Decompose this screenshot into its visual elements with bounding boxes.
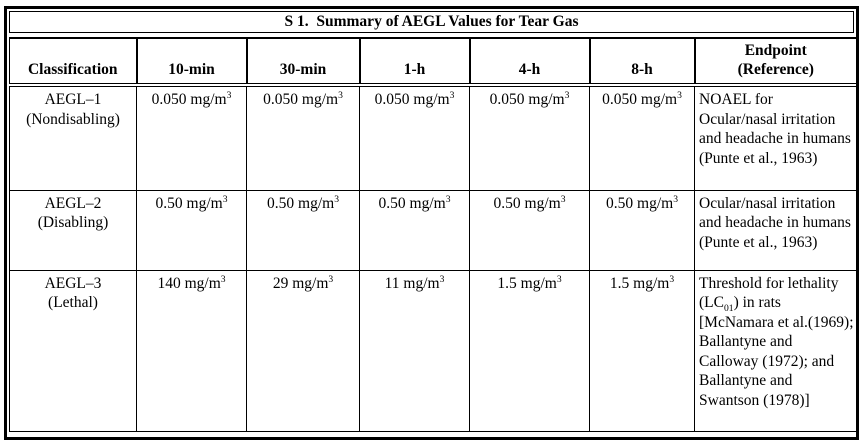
table-row-aegl2: AEGL–2 (Disabling) 0.50 mg/m3 0.50 mg/m3… [9,189,857,270]
classification-cell: AEGL–3 (Lethal) [9,269,137,431]
endpoint-cell: Threshold for lethality (LC01) in rats [… [694,269,857,431]
value-cell-1h: 0.50 mg/m3 [359,189,470,270]
column-header-8h: 8-h [588,38,695,87]
classification-name: AEGL–2 [44,194,102,212]
value-cell-8h: 0.050 mg/m3 [589,84,695,190]
classification-qualifier: (Disabling) [37,214,109,231]
header-row: Classification 10-min 30-min 1-h 4-h 8-h… [9,38,857,87]
column-header-10min: 10-min [135,38,247,87]
column-header-endpoint: Endpoint (Reference) [693,38,857,87]
table-title-text: S 1. Summary of AEGL Values for Tear Gas [284,13,579,30]
value-cell-8h: 0.50 mg/m3 [589,189,695,270]
column-header-classification: Classification [9,38,137,87]
endpoint-cell: Ocular/nasal irritation and headache in … [694,189,857,270]
value-cell-4h: 0.50 mg/m3 [469,189,590,270]
classification-qualifier: (Lethal) [48,294,98,311]
classification-cell: AEGL–2 (Disabling) [9,189,137,270]
table-row-aegl1: AEGL–1 (Nondisabling) 0.050 mg/m3 0.050 … [9,84,857,190]
table-row-aegl3: AEGL–3 (Lethal) 140 mg/m3 29 mg/m3 11 mg… [9,269,857,431]
column-header-1h: 1-h [358,38,470,87]
classification-name: AEGL–3 [44,274,102,292]
value-cell-30min: 29 mg/m3 [246,269,360,431]
table-frame: S 1. Summary of AEGL Values for Tear Gas… [4,6,859,440]
endpoint-header-line1: Endpoint [744,42,807,59]
value-cell-4h: 0.050 mg/m3 [469,84,590,190]
value-cell-1h: 0.050 mg/m3 [359,84,470,190]
classification-qualifier: (Nondisabling) [26,110,120,128]
value-cell-8h: 1.5 mg/m3 [589,269,695,431]
endpoint-header-line2: (Reference) [737,61,814,78]
classification-name: AEGL–1 [44,91,102,108]
column-header-30min: 30-min [245,38,360,87]
endpoint-cell: NOAEL for Ocular/nasal irritation and he… [694,84,857,190]
aegl-summary-table: Classification 10-min 30-min 1-h 4-h 8-h… [9,37,857,432]
value-cell-4h: 1.5 mg/m3 [469,269,590,431]
column-header-4h: 4-h [468,38,590,87]
value-cell-30min: 0.50 mg/m3 [246,189,360,270]
value-cell-10min: 0.50 mg/m3 [136,189,247,270]
value-cell-1h: 11 mg/m3 [359,269,470,431]
classification-cell: AEGL–1 (Nondisabling) [9,84,137,190]
value-cell-10min: 140 mg/m3 [136,269,247,431]
value-cell-10min: 0.050 mg/m3 [136,84,247,190]
value-cell-30min: 0.050 mg/m3 [246,84,360,190]
table-title: S 1. Summary of AEGL Values for Tear Gas [9,11,854,33]
